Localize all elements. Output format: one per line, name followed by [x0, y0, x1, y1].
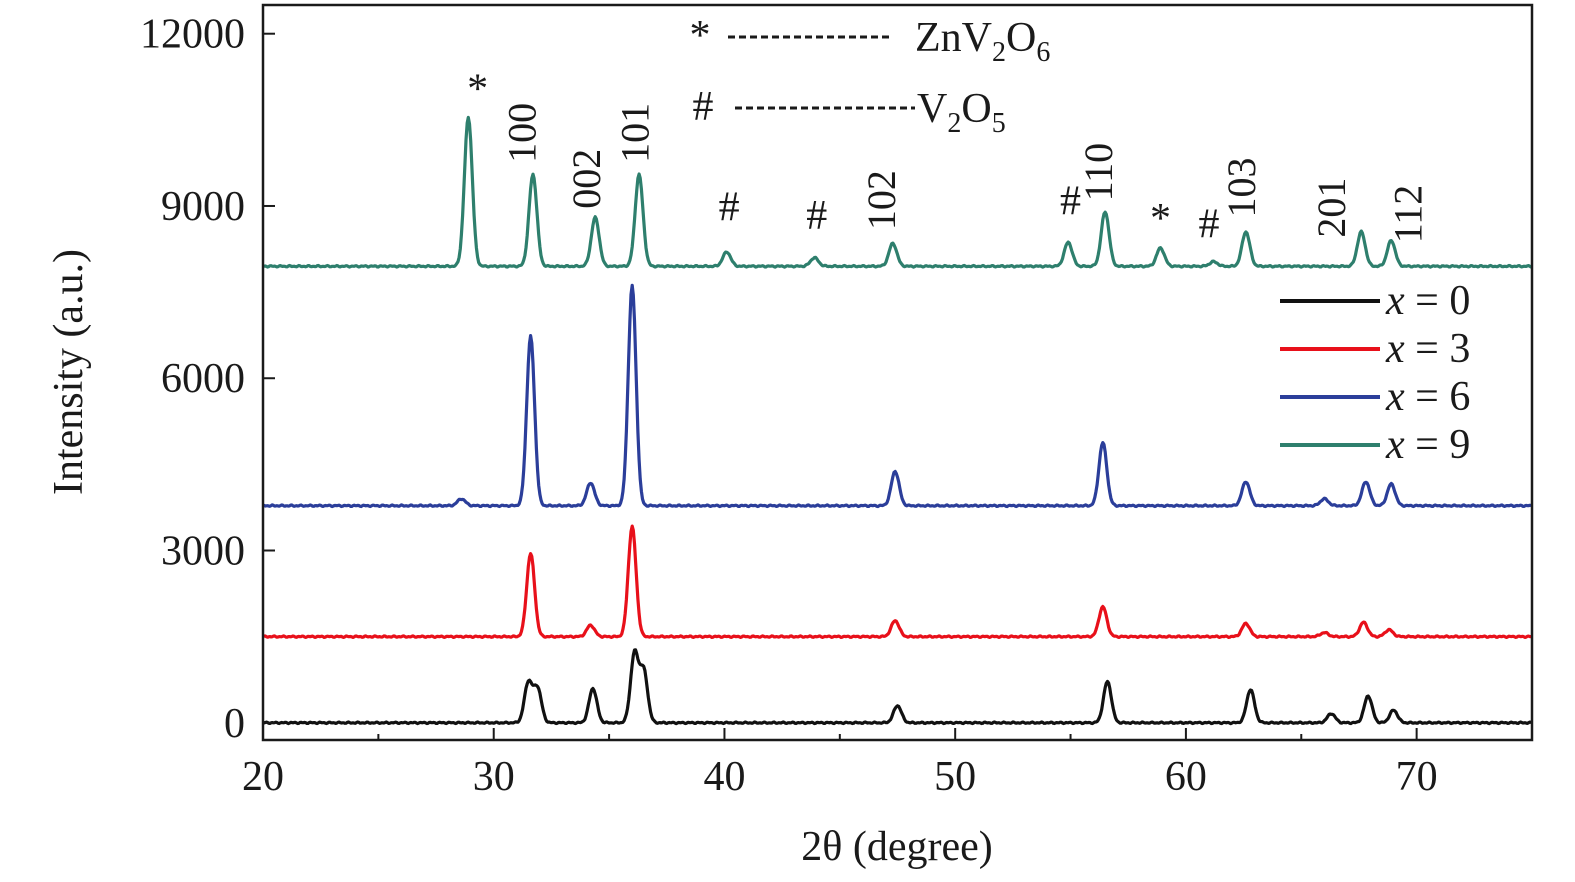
phase-key-formula: ZnV2O6 [915, 15, 1050, 68]
x-tick-label: 50 [934, 754, 976, 800]
phase-key-formula: V2O5 [917, 86, 1006, 139]
plot-frame [261, 3, 1534, 742]
phase-key-symbol: # [693, 84, 714, 130]
peak-label: 102 [859, 170, 904, 230]
peak-label: 100 [499, 103, 544, 163]
phase-marker: # [806, 193, 827, 239]
peak-label: 103 [1219, 158, 1264, 218]
legend: x = 0x = 3x = 6x = 9 [1280, 278, 1470, 468]
legend-label: x = 0 [1385, 278, 1470, 324]
series-layer [262, 115, 1533, 726]
phase-marker: * [1150, 196, 1171, 242]
peak-label: 110 [1076, 143, 1121, 202]
series-line-x-9 [262, 115, 1533, 269]
x-tick-label: 60 [1165, 754, 1207, 800]
x-tick-label: 70 [1396, 754, 1438, 800]
phase-key-symbol: * [690, 13, 711, 59]
tick-layer: 20 30 40 50 60 70 0 3000 6000 9000 12000 [140, 12, 1438, 800]
peak-label: 201 [1309, 178, 1354, 238]
x-tick-label: 20 [242, 754, 284, 800]
peak-label: 112 [1385, 185, 1430, 244]
phase-marker: # [719, 184, 740, 230]
y-tick-label: 12000 [140, 12, 245, 58]
legend-label: x = 9 [1385, 422, 1470, 468]
phase-marker: * [467, 67, 488, 113]
series-line-x-3 [262, 524, 1533, 639]
x-axis-title: 2θ (degree) [801, 824, 993, 870]
y-axis-title: Intensity (a.u.) [46, 249, 92, 495]
y-tick-label: 6000 [161, 356, 245, 402]
series-line-x-0 [262, 648, 1533, 726]
phase-marker: # [1060, 179, 1081, 225]
y-tick-label: 9000 [161, 184, 245, 230]
phase-marker: # [1199, 202, 1220, 248]
peak-label: 002 [564, 149, 609, 209]
y-tick-label: 0 [224, 701, 245, 747]
y-tick-label: 3000 [161, 529, 245, 575]
peak-label: 101 [612, 103, 657, 163]
x-tick-label: 40 [703, 754, 745, 800]
phase-key: * ZnV2O6 # V2O5 [690, 13, 1051, 139]
legend-label: x = 6 [1385, 374, 1470, 420]
x-tick-label: 30 [473, 754, 515, 800]
legend-label: x = 3 [1385, 326, 1470, 372]
series-line-x-6 [262, 283, 1533, 509]
